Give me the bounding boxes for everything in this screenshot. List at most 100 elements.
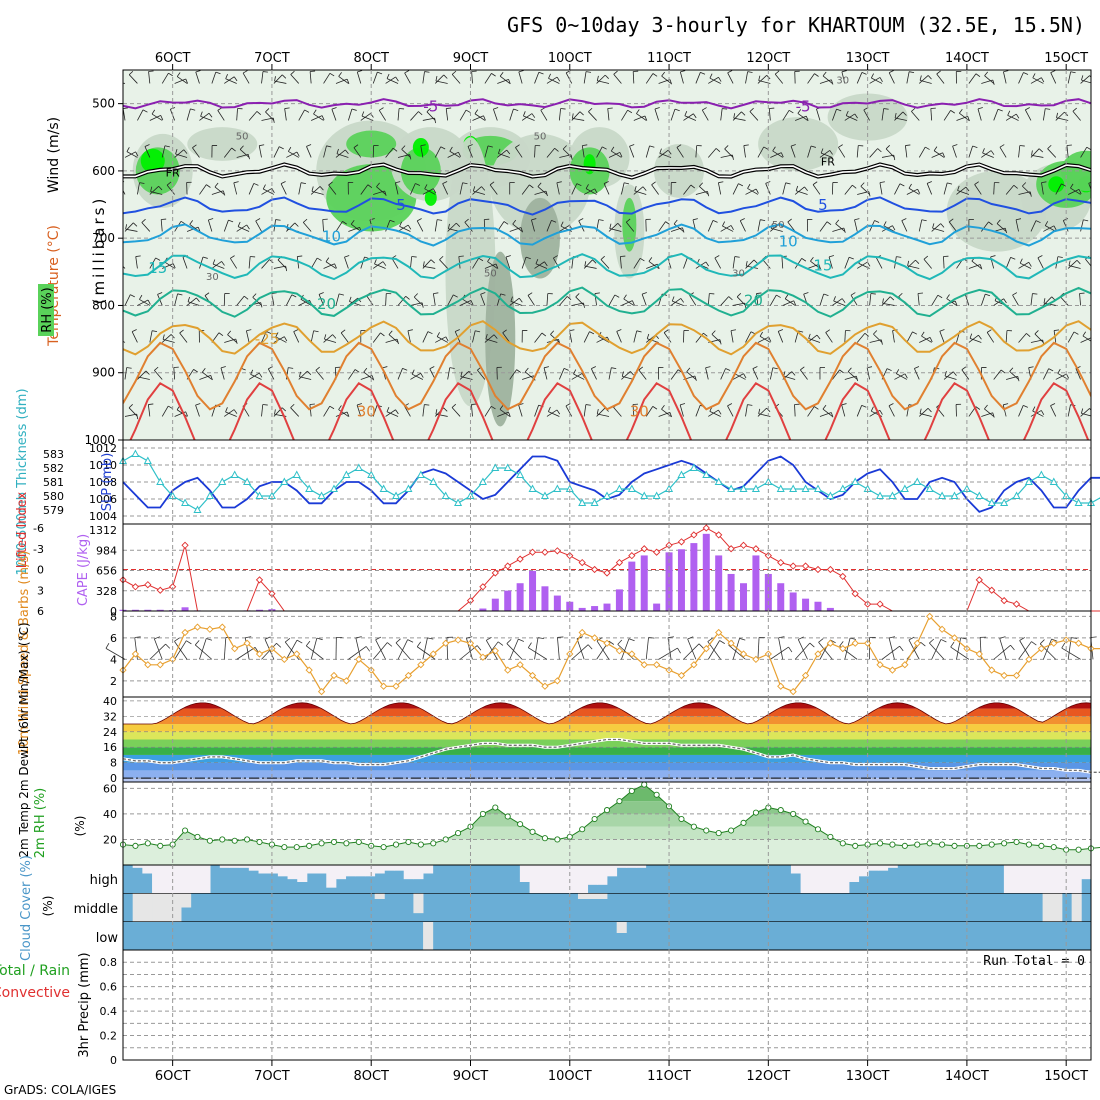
wind-barb <box>1066 145 1069 158</box>
wind-barb <box>762 259 771 269</box>
cloud-cell <box>161 893 172 922</box>
thickness-marker <box>677 470 686 478</box>
wind-10m-barb <box>844 637 851 660</box>
wind-barb-flag <box>354 369 360 373</box>
bottom-x-tick-label: 7OCT <box>254 1069 290 1084</box>
wind-barb <box>918 75 929 84</box>
rh-legend-swatch <box>38 284 54 336</box>
wind-barb-flag <box>836 108 842 112</box>
wind-barb <box>1059 296 1069 306</box>
wind-10m-barb <box>770 646 789 660</box>
wind-barb <box>515 147 523 158</box>
wind-barb <box>410 183 416 195</box>
wind-10m-barb <box>888 637 895 660</box>
wind-barb <box>258 145 262 158</box>
wind-barb <box>1022 185 1032 195</box>
wind-barb-flag <box>800 366 805 371</box>
wind-barb-flag <box>215 71 221 75</box>
wind-barb-flag <box>944 371 947 377</box>
thickness-marker <box>156 477 165 485</box>
wind-barb-flag <box>413 293 418 298</box>
wind-10m-barb-flag <box>698 643 704 649</box>
wind-barb-flag <box>927 75 932 80</box>
wind-barb-flag <box>246 224 250 230</box>
wind-barb <box>310 186 321 195</box>
wind-10m-barb <box>372 642 388 660</box>
wind-barb <box>397 296 407 306</box>
bottom-x-tick-label: 12OCT <box>746 1069 790 1084</box>
wind-barb-flag <box>1007 110 1011 116</box>
wind-barb-flag <box>350 219 355 225</box>
wind-barb-flag <box>172 263 176 269</box>
wind-barb <box>583 259 593 269</box>
wind-barb-flag <box>524 367 529 373</box>
lifted-index-marker <box>156 586 164 594</box>
wind-barb <box>835 223 846 232</box>
wind-barb <box>732 183 739 195</box>
wind-barb <box>596 74 606 84</box>
wind-10m-barb <box>528 647 548 660</box>
wind-barb <box>166 184 175 195</box>
wind-barb <box>323 145 327 158</box>
wind-barb-flag <box>275 219 281 221</box>
wind-barb-flag <box>401 145 406 150</box>
wind-barb <box>709 77 721 84</box>
wind-barb-flag <box>740 218 745 222</box>
wind-barb <box>1030 293 1033 306</box>
cape-bar <box>715 555 723 611</box>
wind-barb <box>790 146 796 158</box>
wind-barb-flag <box>336 148 339 154</box>
wind-barb <box>906 188 918 195</box>
wind-barb <box>435 336 447 343</box>
wind-10m-barb-flag <box>375 636 382 641</box>
wind-speed-marker <box>404 671 413 680</box>
wind-10m-barb-flag <box>1090 636 1097 638</box>
wind-barb-flag <box>303 218 308 223</box>
wind-speed-marker <box>926 612 934 621</box>
wind-10m-barb-flag <box>276 642 282 648</box>
wind-barb <box>483 219 486 232</box>
wind-barb-flag <box>435 75 438 82</box>
wind-barb-flag <box>543 366 549 369</box>
wind-barb <box>869 77 881 84</box>
wind-barb <box>699 186 709 195</box>
wind-barb-flag <box>1004 228 1008 234</box>
cloud-row-label: high <box>90 873 118 888</box>
wind-barb <box>154 370 163 380</box>
precip-tick-label: 0.6 <box>100 981 118 994</box>
wind-barb <box>150 191 163 195</box>
wind-barb <box>125 228 138 232</box>
wind-barb <box>385 147 394 158</box>
rh-2m-marker <box>926 840 933 847</box>
wind-barb-flag <box>338 293 345 296</box>
rh-2m-marker <box>417 841 424 848</box>
isotherm-label: 20 <box>744 291 763 309</box>
wind-barb-flag <box>446 107 452 109</box>
wind-barb-flag <box>478 257 484 262</box>
rh-contour-region <box>485 251 516 427</box>
wind-barb-flag <box>464 218 469 223</box>
wind-barb <box>757 146 765 158</box>
wind-barb <box>338 76 349 84</box>
wind-barb-flag <box>1019 258 1023 264</box>
wind-barb <box>290 407 300 417</box>
wind-barb <box>1032 410 1044 417</box>
wind-speed-marker <box>975 650 983 658</box>
wind-10m-barb <box>149 643 166 660</box>
wind-barb <box>745 331 752 343</box>
wind-speed-marker <box>752 655 760 664</box>
wind-barb-flag <box>1088 181 1091 184</box>
lifted-index-marker <box>615 558 624 567</box>
wind-barb-flag <box>281 74 287 79</box>
temp-tick-label: 0 <box>110 772 117 785</box>
wind-barb-flag <box>661 71 665 77</box>
wind-barb <box>422 404 425 417</box>
wind-barb-flag <box>680 298 685 303</box>
wind-barb <box>199 184 207 195</box>
wind-barb-flag <box>822 404 827 410</box>
wind-barb <box>353 147 362 158</box>
cloud-cell <box>171 893 182 922</box>
wind-barb <box>473 190 486 195</box>
wind-barb <box>961 369 970 380</box>
wind-barb <box>856 145 859 158</box>
